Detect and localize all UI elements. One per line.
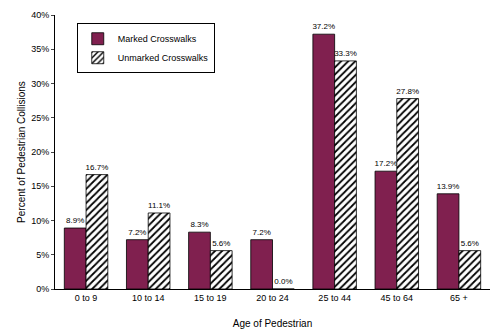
svg-text:30%: 30%	[31, 79, 49, 89]
svg-text:20%: 20%	[31, 147, 49, 157]
svg-text:33.3%: 33.3%	[334, 49, 357, 58]
svg-text:37.2%: 37.2%	[312, 22, 335, 31]
svg-text:65 +: 65 +	[450, 293, 468, 303]
svg-text:27.8%: 27.8%	[396, 87, 419, 96]
svg-text:13.9%: 13.9%	[437, 182, 460, 191]
svg-text:8.9%: 8.9%	[66, 216, 84, 225]
svg-text:10 to 14: 10 to 14	[132, 293, 165, 303]
svg-text:25 to 44: 25 to 44	[318, 293, 351, 303]
svg-text:7.2%: 7.2%	[128, 228, 146, 237]
svg-text:8.3%: 8.3%	[190, 220, 208, 229]
svg-text:15%: 15%	[31, 181, 49, 191]
svg-text:0 to 9: 0 to 9	[75, 293, 98, 303]
svg-text:5.6%: 5.6%	[461, 239, 479, 248]
svg-text:15 to 19: 15 to 19	[194, 293, 227, 303]
svg-text:11.1%: 11.1%	[148, 201, 170, 210]
svg-text:7.2%: 7.2%	[253, 228, 271, 237]
svg-text:17.2%: 17.2%	[375, 159, 398, 168]
svg-text:45 to 64: 45 to 64	[381, 293, 414, 303]
svg-text:Marked Crosswalks: Marked Crosswalks	[118, 34, 197, 44]
svg-text:40%: 40%	[31, 10, 49, 20]
svg-text:16.7%: 16.7%	[86, 163, 109, 172]
svg-text:20 to 24: 20 to 24	[256, 293, 289, 303]
svg-text:0.0%: 0.0%	[274, 277, 292, 286]
svg-text:Unmarked Crosswalks: Unmarked Crosswalks	[118, 53, 209, 63]
svg-text:5.6%: 5.6%	[212, 239, 230, 248]
svg-text:25%: 25%	[31, 113, 49, 123]
svg-text:5%: 5%	[36, 250, 49, 260]
svg-text:0%: 0%	[36, 284, 49, 294]
svg-text:10%: 10%	[31, 216, 49, 226]
svg-text:35%: 35%	[31, 44, 49, 54]
svg-text:Percent of Pedestrian Collisio: Percent of Pedestrian Collisions	[16, 81, 27, 223]
svg-text:Age of Pedestrian: Age of Pedestrian	[233, 318, 313, 329]
